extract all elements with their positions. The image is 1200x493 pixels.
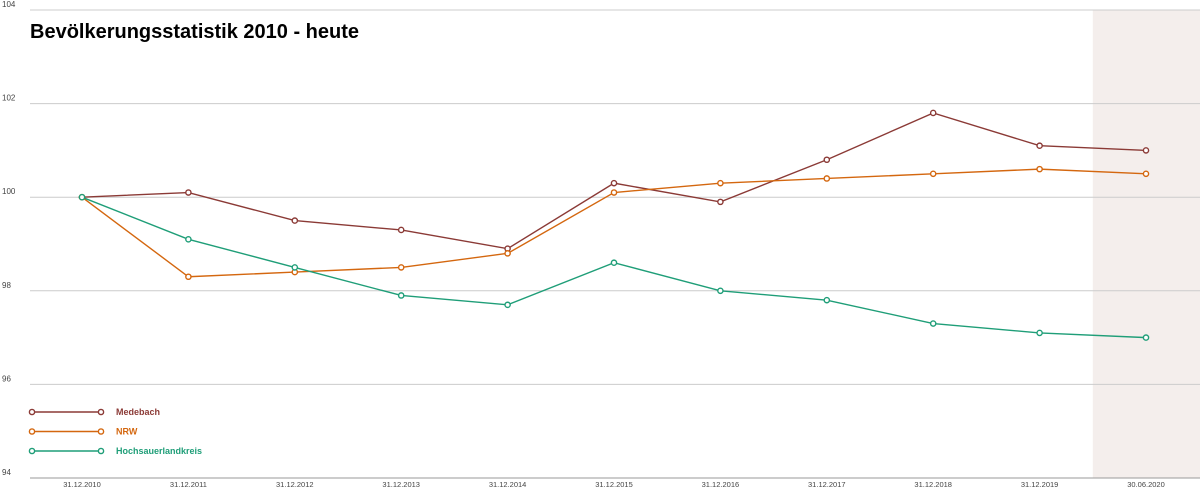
series-line [81,196,1147,339]
chart-title: Bevölkerungsstatistik 2010 - heute [30,21,359,43]
y-tick-label: 98 [2,281,11,290]
y-tick-label: 94 [2,468,11,477]
data-point[interactable] [1036,165,1043,173]
data-point[interactable] [291,217,299,224]
y-tick-label: 100 [2,187,16,196]
legend-item[interactable]: Hochsauerlandkreis [28,446,202,456]
data-point[interactable] [610,179,618,187]
data-point[interactable] [185,189,192,196]
x-tick-label: 31.12.2018 [914,480,952,489]
legend-item[interactable]: Medebach [28,407,160,417]
data-point[interactable] [610,259,618,267]
x-tick-label: 31.12.2015 [595,480,633,489]
x-tick-label: 31.12.2019 [1021,480,1059,489]
series-2 [78,193,1150,341]
y-tick-label: 102 [2,94,16,103]
x-tick-label: 31.12.2010 [63,480,101,489]
series-1 [78,165,1150,281]
legend-label: NRW [116,427,138,437]
data-point[interactable] [929,109,937,117]
data-point[interactable] [504,301,511,309]
legend-marker [28,447,36,455]
y-tick-label: 104 [2,0,16,9]
data-point[interactable] [823,156,831,164]
legend-marker [97,428,105,435]
x-tick-label: 30.06.2020 [1127,480,1165,489]
data-point[interactable] [397,264,405,271]
data-point[interactable] [1142,170,1150,178]
data-point[interactable] [185,273,192,281]
legend-label: Medebach [116,407,160,417]
data-point[interactable] [185,236,192,243]
legend-label: Hochsauerlandkreis [116,446,202,456]
data-point[interactable] [717,287,724,295]
x-tick-label: 31.12.2016 [702,480,740,489]
data-point[interactable] [1142,334,1150,341]
data-point[interactable] [823,175,831,182]
legend-marker [97,447,105,455]
data-point[interactable] [397,226,405,234]
legend-item[interactable]: NRW [28,427,138,437]
x-tick-label: 31.12.2013 [382,480,420,489]
x-tick-label: 31.12.2017 [808,480,846,489]
x-tick-label: 31.12.2012 [276,480,314,489]
legend-marker [28,428,36,435]
x-tick-label: 31.12.2014 [489,480,527,489]
data-point[interactable] [78,193,86,201]
data-point[interactable] [1142,147,1150,154]
y-tick-label: 96 [2,374,11,383]
data-point[interactable] [504,250,511,257]
legend-marker [97,408,105,416]
data-point[interactable] [929,320,937,327]
data-point[interactable] [397,292,405,299]
data-point[interactable] [1036,329,1043,337]
data-point[interactable] [1036,142,1043,150]
data-point[interactable] [823,296,831,304]
data-point[interactable] [291,264,299,271]
data-point[interactable] [610,189,618,196]
data-point[interactable] [717,179,724,187]
series-0 [78,109,1150,252]
legend-marker [28,408,36,416]
x-tick-label: 31.12.2011 [170,480,207,489]
data-point[interactable] [717,198,724,206]
data-point[interactable] [929,170,937,178]
highlight-band [1092,10,1200,478]
